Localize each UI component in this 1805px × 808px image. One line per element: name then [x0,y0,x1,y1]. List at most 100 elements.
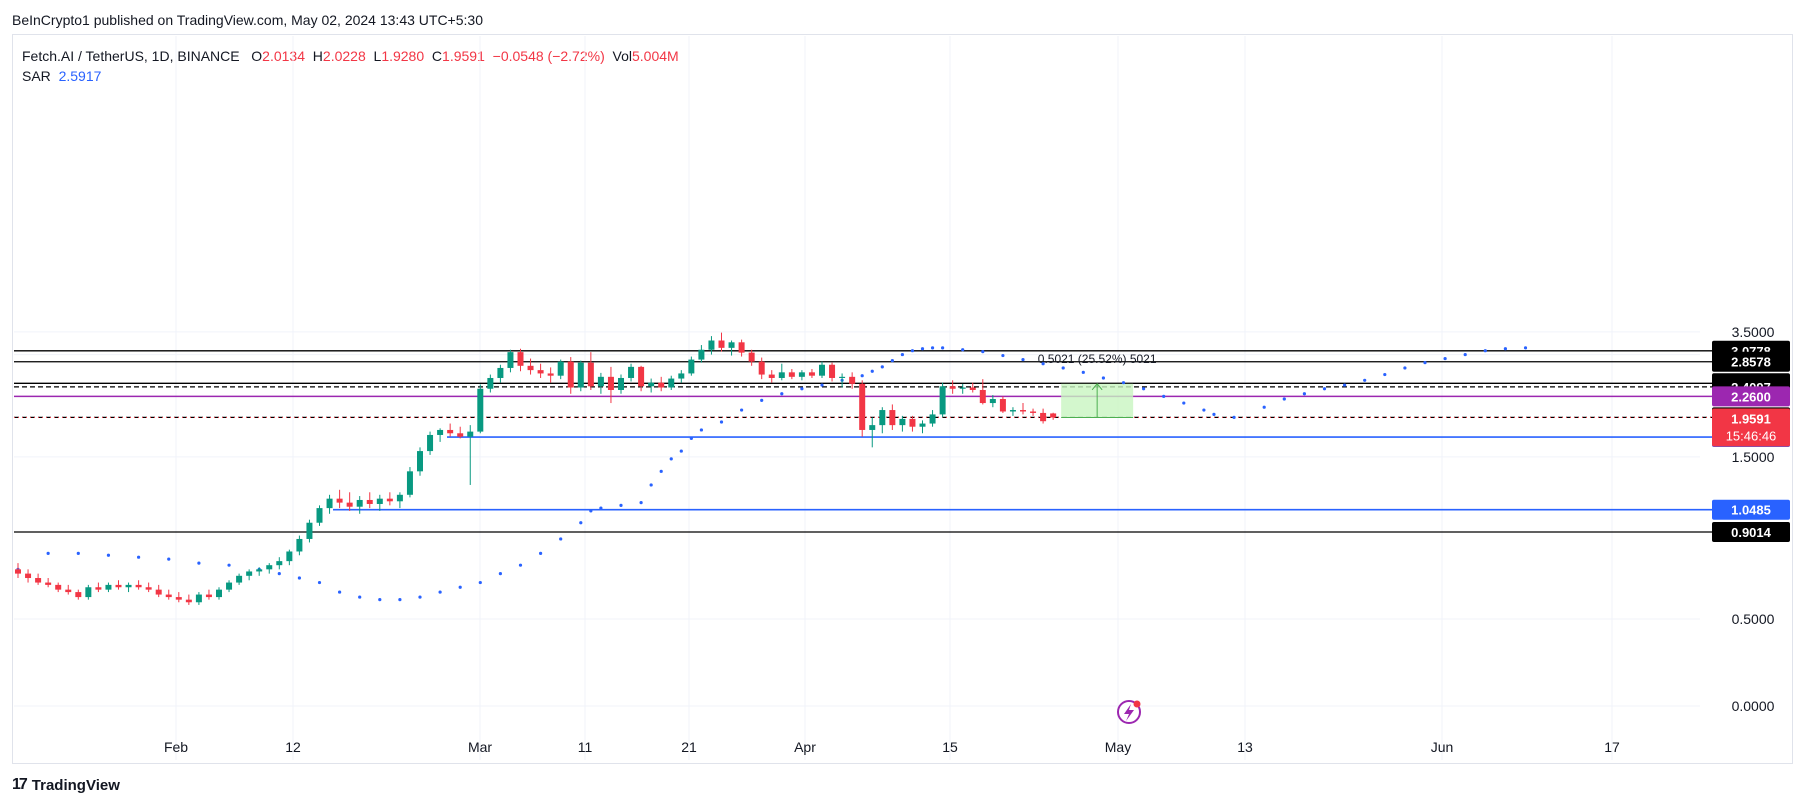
candle-body [819,364,825,376]
sar-dot [1503,347,1507,351]
sar-dot [46,551,50,555]
level-tag-2.8578-bg [1712,351,1790,372]
sar-dot [498,572,502,576]
y-tick-label: 1.5000 [1732,449,1775,465]
footer-brand[interactable]: 17 TradingView [12,776,120,794]
sar-dot [961,348,965,352]
sar-dot [398,598,402,602]
sar-dot [1443,356,1447,361]
level-tag-2.2600: 2.2600 [1731,389,1771,404]
sar-dot [659,469,663,473]
x-tick-label: 15 [942,739,958,755]
sar-dot [518,563,523,567]
measure-label: 0.5021 (25.52%) 5021 [1038,352,1157,366]
candle-body [999,399,1006,412]
candle-body [919,423,926,427]
candle-body [155,589,162,595]
lightning-bolt-icon [1124,704,1134,721]
candle-body [226,582,233,590]
volume-label: Vol [612,48,632,64]
sar-dot [1383,372,1387,377]
x-tick-label: 17 [1604,739,1620,755]
last-price-countdown: 15:46:46 [1726,428,1777,443]
sar-dot [418,595,422,599]
level-tag-0.9014: 0.9014 [1731,525,1772,540]
candle-body [417,451,423,472]
candle-body [15,569,21,574]
candle-body [959,387,966,389]
candle-body [396,494,403,502]
volume-value: 5.004M [632,48,679,64]
sar-dot [941,346,945,350]
sar-label[interactable]: SAR [22,68,51,84]
candle-body [879,410,886,426]
candle-body [869,425,876,430]
candle-body [115,584,122,588]
candle-body [939,386,946,415]
sar-dot [981,350,985,354]
chart-legend: Fetch.AI / TetherUS, 1D, BINANCE O2.0134… [22,46,679,86]
x-tick-label: 12 [285,739,301,755]
candle-body [678,373,685,379]
candle-body [969,387,976,390]
candle-body [125,584,132,588]
symbol-title[interactable]: Fetch.AI / TetherUS, 1D, BINANCE [22,48,240,64]
candle-body [1030,411,1037,413]
candle-body [406,471,413,495]
candle-body [638,366,645,387]
sar-dot [458,585,462,589]
candle-body [366,499,373,504]
publisher-text: BeInCrypto1 published on TradingView.com… [12,12,483,28]
sar-dot [920,347,925,351]
candle-body [195,594,202,603]
candle-body [738,342,745,353]
candle-body [1020,410,1026,412]
candle-body [95,587,102,590]
candle-body [547,373,554,376]
level-tag-1.0485-bg [1712,499,1790,520]
candle-body [668,378,675,388]
candle-body [708,340,715,350]
sar-dot [1403,366,1407,370]
candle-body [527,365,534,371]
y-tick-label: 0.0000 [1732,698,1775,714]
candle-body [788,372,795,377]
candle-body [658,382,665,388]
level-tag-0.9014-bg [1712,522,1790,543]
candle-body [356,499,363,507]
sar-dot [438,590,442,594]
sar-dot [870,369,874,373]
sar-dot [1423,361,1427,365]
candle-body [618,377,624,390]
open-label: O [251,48,263,64]
candle-body [718,340,725,348]
x-tick-label: 11 [578,739,593,755]
sar-dot [679,449,683,453]
candle-body [427,434,434,452]
candle-body [216,589,222,598]
sar-dot [1162,394,1166,398]
sar-dot [619,503,623,507]
candle-body [35,578,42,583]
sar-dot [338,590,342,594]
high-label: H [312,48,323,64]
level-tag-2.2600-bg [1712,386,1790,407]
chart-frame[interactable] [12,34,1793,764]
candle-body [25,573,32,579]
sar-dot [599,506,603,510]
open-value: 2.0134 [262,48,305,64]
sar-dot [1343,383,1347,387]
candle-body [929,414,936,424]
candle-body [75,592,82,598]
last-price-tag-bg [1712,408,1790,447]
measure-arrow-head [1091,383,1103,391]
candle-body [55,584,62,590]
sar-dot [689,436,693,440]
sar-dot [1001,353,1005,358]
sar-dot [890,358,894,363]
candle-body [537,370,544,374]
sar-dot [1182,401,1186,405]
candle-body [1009,410,1016,412]
candle-body [909,418,916,427]
